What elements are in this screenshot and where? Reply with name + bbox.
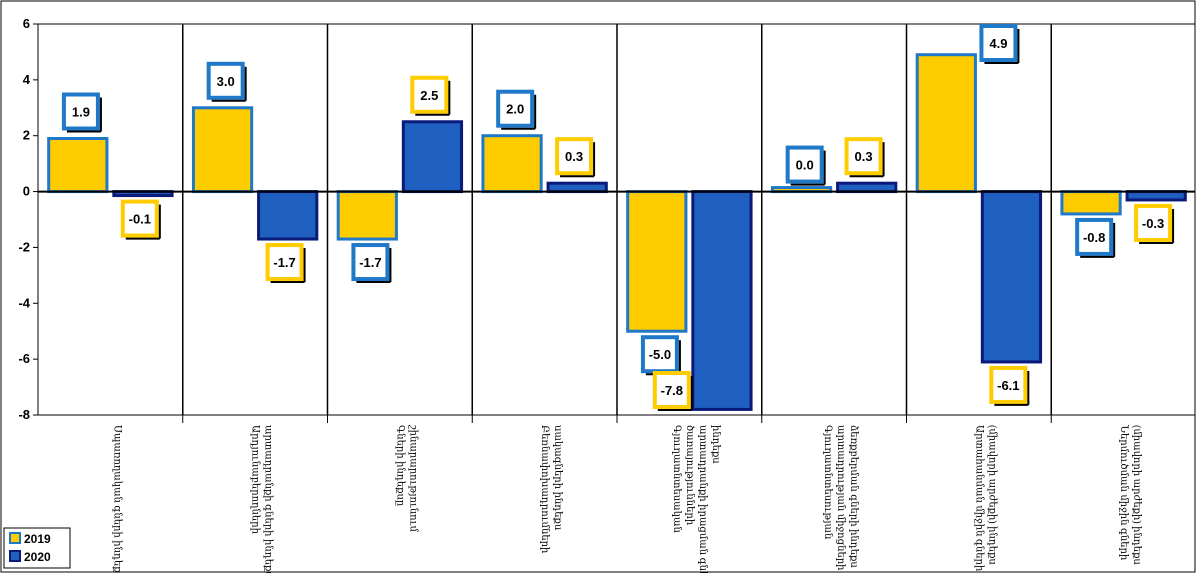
data-label: 1.9 — [72, 105, 90, 120]
data-label: 2.5 — [420, 88, 438, 103]
y-tick-label: 4 — [23, 72, 31, 87]
legend-swatch-2020 — [9, 550, 21, 562]
legend-swatch-2019 — [9, 532, 21, 544]
x-category-label: Գյուղատնտեսության արտադրության միջոցների ձ… — [822, 425, 859, 571]
legend-label-2019: 2019 — [24, 532, 51, 546]
x-category-label-line: Արդյունաբերողների — [250, 425, 261, 535]
x-category-label-line: Արտահանման միջին գների — [973, 425, 984, 572]
data-label-box — [1075, 217, 1114, 256]
x-category-label-line: ձեռքբերման գների ինդեքս — [848, 425, 859, 568]
x-category-label-line: սակագների ինդեքս — [552, 425, 563, 531]
bar-2020 — [401, 120, 464, 194]
x-category-label: Սպառողական գների ինդեքս — [111, 425, 122, 573]
bar-2019 — [1060, 190, 1122, 216]
data-label-box — [979, 24, 1018, 62]
data-label: 3.0 — [217, 74, 235, 89]
x-category-label-line: արտադրության միջոցների — [835, 425, 846, 571]
bar-2019 — [481, 134, 543, 194]
data-label: 0.3 — [855, 149, 873, 164]
data-label-box — [844, 137, 883, 176]
data-label-box — [652, 371, 691, 409]
bar-2019 — [336, 190, 398, 241]
bar-2020 — [546, 181, 608, 194]
y-tick-label: -6 — [18, 351, 30, 366]
y-tick-label: -8 — [18, 407, 30, 422]
bar-2019 — [47, 137, 109, 194]
data-label: -0.3 — [1142, 216, 1164, 231]
y-tick-label: -2 — [18, 239, 30, 254]
bar-2020 — [1125, 190, 1187, 202]
data-label: -0.8 — [1083, 230, 1105, 245]
y-tick-label: 2 — [23, 128, 30, 143]
bar-2020 — [836, 181, 898, 194]
data-label-box — [265, 243, 304, 282]
x-category-label: Արդյունաբերողների արտադրանքի գների ինդեքս — [250, 425, 274, 573]
data-label: -1.7 — [273, 255, 295, 270]
x-category-label-line: ինդեքս — [710, 425, 721, 464]
x-category-label-line: շինարարությունում — [407, 424, 418, 532]
data-label: 0.3 — [565, 149, 583, 164]
data-label-box — [496, 89, 535, 128]
data-label-box — [61, 92, 100, 131]
data-label-box — [989, 365, 1028, 404]
y-tick-label: 0 — [23, 184, 30, 199]
x-category-label: Արտահանման միջին գների (միավորի արժեքի) ի… — [973, 425, 997, 572]
x-category-label: Գյուղատնտեսական ծառայությունների արտադրանք… — [671, 425, 721, 573]
x-category-label-line: արտադրանքի գների ինդեքս — [263, 425, 274, 573]
x-category-label: Ներմուծման միջին գների (միավորի արժեքի) ի… — [1118, 424, 1142, 565]
data-label: -6.1 — [997, 378, 1019, 393]
x-category-label-line: արտադրանքի իրացման գների — [697, 425, 708, 573]
data-label-box — [785, 145, 824, 184]
data-label-box — [1134, 203, 1173, 242]
data-label-box — [640, 335, 679, 374]
data-label: 2.0 — [506, 102, 524, 117]
x-category-label-line: ծառայությունների — [684, 425, 695, 526]
x-category-label-line: Բեռնափոխադրումների — [539, 425, 550, 554]
data-label: 0.0 — [796, 158, 814, 173]
bar-2019 — [915, 53, 977, 194]
data-label-box — [206, 61, 245, 100]
x-category-label-line: Գյուղատնտեսական — [671, 425, 682, 533]
bar-2019 — [626, 190, 688, 333]
bar-2020 — [691, 190, 753, 411]
y-tick-label: -4 — [18, 295, 30, 310]
data-label-box — [555, 137, 594, 176]
bar-2020 — [980, 190, 1043, 364]
data-label: -5.0 — [649, 347, 671, 362]
data-label: -0.1 — [129, 212, 151, 227]
data-label-box — [410, 75, 449, 114]
x-category-label-line: (միավորի արժեքի) ինդեքս — [1131, 425, 1142, 565]
x-category-label-line: Սպառողական գների ինդեքս — [111, 425, 122, 573]
bar-2020 — [257, 190, 319, 241]
legend-label-2020: 2020 — [24, 550, 51, 564]
x-category-label-line: Գյուղատնտեսության — [822, 425, 833, 540]
data-label-box — [351, 243, 390, 282]
x-category-label: Գների ինդեքսը շինարարությունում — [394, 424, 418, 532]
x-category-label: Բեռնափոխադրումների սակագների ինդեքս — [539, 425, 563, 554]
bar-2019 — [191, 106, 254, 194]
x-category-label-line: (միավորի արժեքի) ինդեքս — [986, 425, 997, 565]
y-tick-label: 6 — [23, 16, 30, 31]
data-label: 4.9 — [989, 36, 1007, 51]
data-label: -1.7 — [359, 255, 381, 270]
x-category-label-line: Գների ինդեքսը — [394, 425, 405, 507]
data-label: -7.8 — [661, 383, 683, 398]
x-category-label-line: Ներմուծման միջին գների — [1118, 424, 1129, 561]
data-label-box — [120, 199, 159, 238]
